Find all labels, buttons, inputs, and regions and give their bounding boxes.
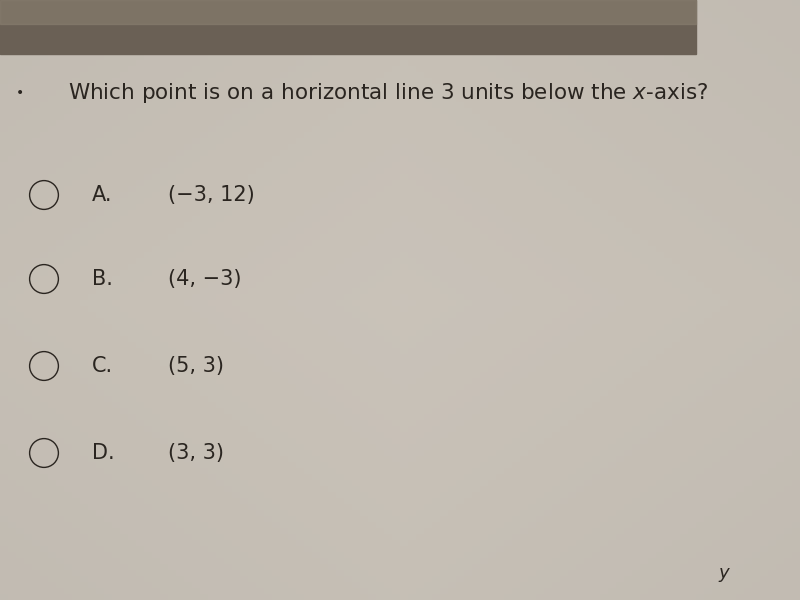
Text: (3, 3): (3, 3) <box>168 443 224 463</box>
Text: C.: C. <box>92 356 113 376</box>
Bar <box>0 0 696 54</box>
Text: Which point is on a horizontal line 3 units below the $x$-axis?: Which point is on a horizontal line 3 un… <box>68 81 708 105</box>
Text: (5, 3): (5, 3) <box>168 356 224 376</box>
Text: A.: A. <box>92 185 113 205</box>
Text: D.: D. <box>92 443 114 463</box>
Text: •: • <box>16 86 24 100</box>
Bar <box>0 0 696 24</box>
Text: y: y <box>718 564 730 582</box>
Text: (4, −3): (4, −3) <box>168 269 242 289</box>
Text: (−3, 12): (−3, 12) <box>168 185 254 205</box>
Text: B.: B. <box>92 269 113 289</box>
